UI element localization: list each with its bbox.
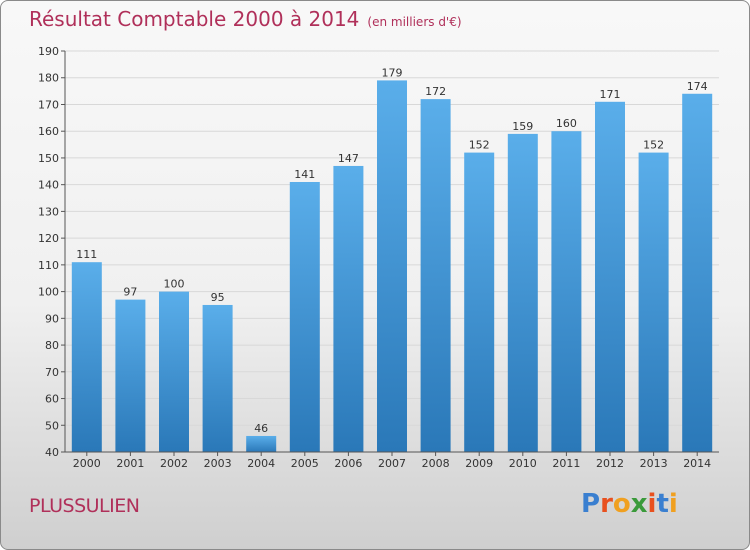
logo-letter: r xyxy=(600,489,613,519)
bar xyxy=(638,152,669,452)
bar-value-label: 147 xyxy=(338,152,359,165)
bar-value-label: 152 xyxy=(469,139,490,152)
y-tick-label: 140 xyxy=(38,179,59,192)
x-tick-label: 2001 xyxy=(116,457,144,470)
y-tick-label: 160 xyxy=(38,125,59,138)
bar xyxy=(682,93,713,453)
bar-value-label: 46 xyxy=(254,422,268,435)
bar-value-label: 172 xyxy=(425,85,446,98)
y-tick-label: 150 xyxy=(38,152,59,165)
bar-value-label: 141 xyxy=(294,168,315,181)
y-tick-label: 100 xyxy=(38,286,59,299)
bar xyxy=(289,181,320,452)
logo-letter: o xyxy=(612,489,631,519)
x-tick-label: 2012 xyxy=(596,457,624,470)
bar xyxy=(71,262,102,452)
chart-subtitle: (en milliers d'€) xyxy=(367,15,462,29)
y-tick-label: 120 xyxy=(38,232,59,245)
bar xyxy=(246,435,277,452)
logo-letter: t xyxy=(656,489,669,519)
logo-letter: x xyxy=(630,489,648,519)
bar-value-label: 160 xyxy=(556,117,577,130)
bar xyxy=(464,152,495,452)
logo-letter: i xyxy=(668,489,678,519)
bar-value-label: 171 xyxy=(600,88,621,101)
logo-letter: i xyxy=(647,489,657,519)
x-tick-label: 2004 xyxy=(247,457,275,470)
bar-value-label: 159 xyxy=(512,120,533,133)
commune-name: PLUSSULIEN xyxy=(29,495,140,517)
title-line: Résultat Comptable 2000 à 2014 (en millie… xyxy=(29,7,462,31)
proxiti-logo: Proxiti xyxy=(581,489,678,519)
bar-value-label: 97 xyxy=(123,286,137,299)
bar xyxy=(333,165,364,452)
x-tick-label: 2005 xyxy=(291,457,319,470)
y-tick-label: 60 xyxy=(45,393,59,406)
bar xyxy=(115,299,146,452)
axis-layer: 40 50 60 70 80 90 100 110 120 130 140 150 160 170 180 1… xyxy=(38,45,719,470)
x-tick-label: 2007 xyxy=(378,457,406,470)
y-tick-label: 190 xyxy=(38,45,59,58)
y-tick-label: 180 xyxy=(38,72,59,85)
bar-value-label: 152 xyxy=(643,139,664,152)
bar-value-label: 95 xyxy=(211,291,225,304)
bar xyxy=(202,304,233,452)
x-tick-label: 2014 xyxy=(683,457,711,470)
chart-title: Résultat Comptable 2000 à 2014 xyxy=(29,7,360,31)
x-tick-label: 2008 xyxy=(422,457,450,470)
x-tick-label: 2006 xyxy=(334,457,362,470)
y-tick-label: 110 xyxy=(38,259,59,272)
bars-layer xyxy=(71,80,713,453)
y-tick-label: 170 xyxy=(38,98,59,111)
x-tick-label: 2010 xyxy=(509,457,537,470)
x-tick-label: 2000 xyxy=(73,457,101,470)
x-tick-label: 2002 xyxy=(160,457,188,470)
y-tick-label: 70 xyxy=(45,366,59,379)
bar xyxy=(420,99,451,453)
x-tick-label: 2011 xyxy=(552,457,580,470)
bar-value-label: 100 xyxy=(164,278,185,291)
bar xyxy=(595,101,625,452)
bar xyxy=(551,131,582,452)
bar-value-label: 179 xyxy=(382,66,403,79)
x-tick-label: 2009 xyxy=(465,457,493,470)
x-tick-label: 2003 xyxy=(204,457,232,470)
y-tick-label: 130 xyxy=(38,205,59,218)
bar xyxy=(159,291,189,452)
y-tick-label: 40 xyxy=(45,446,59,459)
bar xyxy=(377,80,407,452)
bar-value-label: 174 xyxy=(687,80,708,93)
bar-value-label: 111 xyxy=(76,248,97,261)
logo-letter: P xyxy=(581,489,601,519)
y-tick-label: 50 xyxy=(45,419,59,432)
bar xyxy=(507,133,538,452)
y-tick-label: 80 xyxy=(45,339,59,352)
x-tick-label: 2013 xyxy=(640,457,668,470)
labels-layer: 111 97 100 95 46 141 147 179 172 152 159 160 171 152 1… xyxy=(76,66,707,435)
y-tick-label: 90 xyxy=(45,312,59,325)
